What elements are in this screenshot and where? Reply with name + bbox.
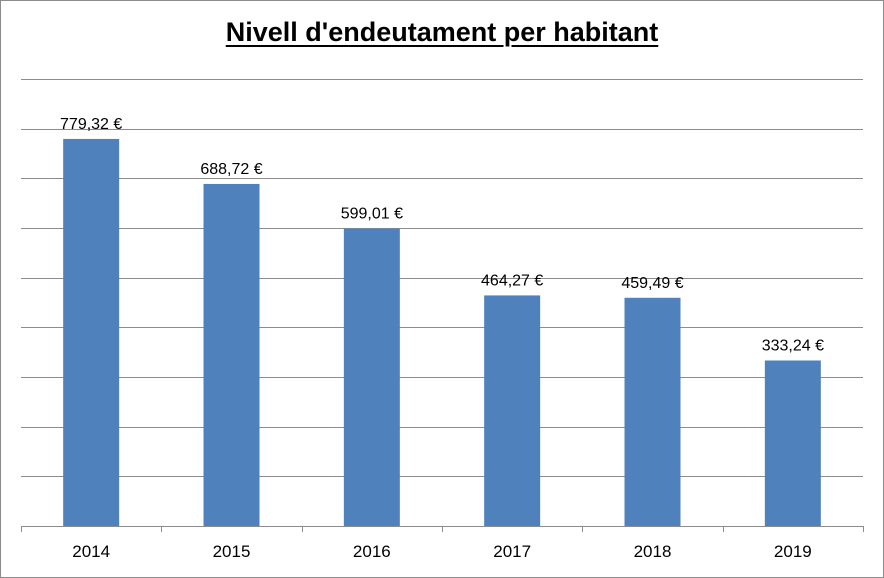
x-tick-label-2018: 2018 — [634, 542, 672, 561]
data-label-2019: 333,24 € — [762, 337, 824, 354]
x-tick-label-2017: 2017 — [493, 542, 531, 561]
data-label-2016: 599,01 € — [341, 205, 403, 222]
bar-2017 — [484, 295, 541, 526]
x-tick-label-2019: 2019 — [774, 542, 812, 561]
x-axis-ticks: 2014 2015 2016 2017 2018 2019 — [21, 526, 864, 561]
data-label-2015: 688,72 € — [200, 161, 262, 178]
x-tick-label-2014: 2014 — [72, 542, 110, 561]
bar-2014 — [63, 138, 120, 526]
x-tick-label-2016: 2016 — [353, 542, 391, 561]
data-label-2017: 464,27 € — [481, 272, 543, 289]
data-labels: 779,32 € 688,72 € 599,01 € 464,27 € 459,49 €… — [60, 116, 824, 355]
gridlines — [21, 79, 863, 527]
bar-2016 — [343, 228, 400, 526]
bar-2015 — [203, 183, 260, 526]
data-label-2014: 779,32 € — [60, 116, 122, 133]
x-tick-label-2015: 2015 — [213, 542, 251, 561]
bar-2019 — [764, 360, 821, 526]
bars — [63, 138, 821, 526]
data-label-2018: 459,49 € — [621, 275, 683, 292]
bar-2018 — [624, 297, 681, 526]
chart-title: Nivell d'endeutament per habitant — [225, 17, 659, 47]
